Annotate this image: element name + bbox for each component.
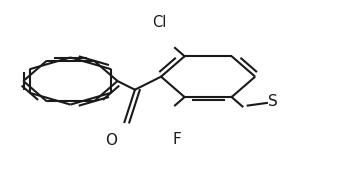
Text: S: S <box>268 94 278 109</box>
Text: F: F <box>172 132 181 147</box>
Text: O: O <box>106 133 118 148</box>
Text: Cl: Cl <box>152 15 167 30</box>
